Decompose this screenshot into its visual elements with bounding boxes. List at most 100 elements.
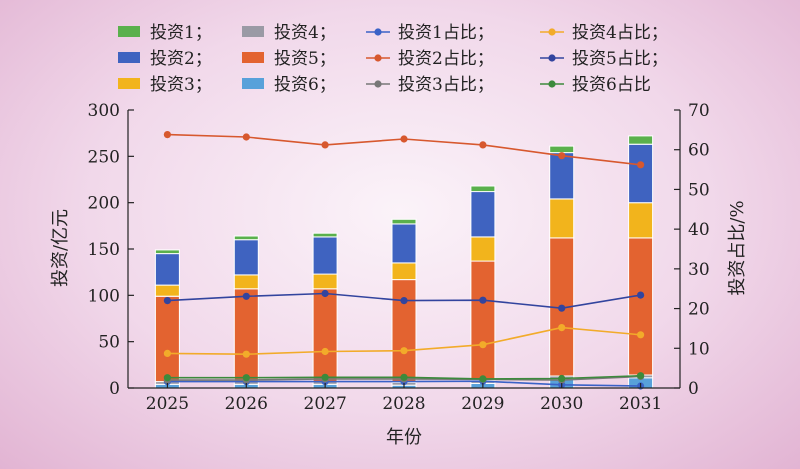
point-投资5占比-2026: [242, 292, 250, 300]
bar-投资2-2025: [154, 253, 180, 286]
legend-swatch-投资2: [118, 52, 140, 63]
bar-投资1-2027: [312, 232, 338, 238]
y-left-tick-label-50: 50: [98, 333, 120, 353]
legend-label-投资5: 投资5；: [274, 49, 336, 69]
bar-投资2-2030: [549, 152, 575, 200]
bar-投资3-2031: [628, 202, 654, 239]
point-投资5占比-2031: [637, 291, 645, 299]
y-left-tick-label-200: 200: [88, 194, 120, 214]
legend-marker-投资5占比: [548, 54, 556, 62]
bar-投资5-2029: [470, 260, 496, 381]
x-tick-label-2028: 2028: [382, 394, 425, 414]
legend-label-投资6占比: 投资6占比: [572, 75, 651, 95]
bar-投资2-2031: [628, 143, 654, 204]
legend-swatch-投资4: [242, 26, 264, 37]
y-right-tick-label-10: 10: [688, 339, 710, 359]
legend-label-投资2占比: 投资2占比；: [398, 49, 494, 69]
bar-投资3-2027: [312, 273, 338, 290]
legend-label-投资3占比: 投资3占比；: [398, 75, 494, 95]
point-投资4占比-2025: [163, 349, 171, 357]
bar-投资1-2026: [233, 235, 259, 241]
y-left-tick-label-150: 150: [88, 240, 120, 260]
y-left-tick-label-100: 100: [88, 286, 120, 306]
legend-label-投资3: 投资3；: [150, 75, 212, 95]
point-投资4占比-2030: [558, 324, 566, 332]
legend-marker-投资2占比: [374, 54, 382, 62]
point-投资4占比-2027: [321, 347, 329, 356]
bar-投资2-2027: [312, 236, 338, 275]
y-axis-title-right: 投资占比/%: [727, 200, 748, 295]
point-投资5占比-2025: [163, 297, 171, 305]
legend-swatch-投资1: [118, 26, 140, 37]
y-right-tick-label-20: 20: [688, 300, 710, 320]
legend-marker-投资6占比: [548, 80, 556, 88]
y-right-tick-label-70: 70: [688, 101, 710, 121]
point-投资5占比-2028: [400, 297, 408, 305]
point-投资5占比-2029: [479, 296, 487, 304]
point-投资6占比-2026: [242, 374, 250, 382]
point-投资2占比-2027: [321, 141, 329, 149]
bar-投资5-2027: [312, 288, 338, 382]
bar-投资3-2030: [549, 198, 575, 239]
y-right-tick-label-50: 50: [688, 180, 710, 200]
legend-label-投资4占比: 投资4占比；: [572, 23, 668, 43]
point-投资2占比-2030: [558, 152, 566, 160]
bar-投资1-2029: [470, 185, 496, 193]
point-投资4占比-2028: [400, 347, 408, 355]
x-tick-label-2026: 2026: [225, 394, 268, 414]
point-投资5占比-2027: [321, 289, 329, 298]
point-投资6占比-2027: [321, 373, 329, 381]
point-投资2占比-2031: [637, 161, 645, 169]
point-投资4占比-2029: [479, 341, 487, 349]
chart-legend: 投资1； 投资4； 投资1占比； 投资4占比； 投资2； 投资5； 投资2占比； 投资5占比；…: [118, 23, 668, 95]
legend-label-投资6: 投资6；: [274, 75, 336, 95]
bar-投资5-2031: [628, 237, 654, 376]
bar-投资1-2025: [154, 249, 180, 255]
y-left-tick-label-250: 250: [88, 147, 120, 167]
point-投资5占比-2030: [558, 304, 566, 312]
legend-label-投资2: 投资2；: [150, 49, 212, 69]
x-tick-label-2030: 2030: [540, 394, 583, 414]
point-投资6占比-2029: [479, 375, 487, 383]
legend-swatch-投资3: [118, 78, 140, 89]
bar-投资1-2030: [549, 145, 575, 154]
point-投资2占比-2026: [242, 133, 250, 141]
legend-label-投资1占比: 投资1占比；: [398, 23, 494, 43]
x-axis-title: 年份: [386, 427, 422, 448]
point-投资6占比-2025: [163, 374, 171, 382]
bar-投资3-2026: [233, 274, 259, 290]
bar-投资2-2028: [391, 223, 417, 264]
bar-投资5-2026: [233, 288, 259, 382]
point-投资6占比-2028: [400, 373, 408, 381]
y-right-tick-label-40: 40: [688, 220, 710, 240]
x-tick-label-2029: 2029: [461, 394, 504, 414]
point-投资4占比-2026: [242, 350, 250, 358]
x-tick-label-2027: 2027: [304, 394, 347, 414]
bar-投资5-2025: [154, 295, 180, 383]
legend-label-投资4: 投资4；: [274, 23, 336, 43]
legend-label-投资5占比: 投资5占比；: [572, 49, 668, 69]
y-left-tick-label-300: 300: [88, 101, 120, 121]
legend-swatch-投资5: [242, 52, 264, 63]
y-right-tick-label-60: 60: [688, 141, 710, 161]
legend-marker-投资1占比: [374, 28, 382, 36]
stacked-bars: [154, 135, 654, 389]
point-投资6占比-2031: [637, 372, 645, 380]
bar-投资2-2029: [470, 191, 496, 238]
y-right-tick-label-0: 0: [688, 379, 699, 399]
bar-投资3-2028: [391, 262, 417, 281]
legend-swatch-投资6: [242, 78, 264, 89]
bar-投资1-2028: [391, 218, 417, 225]
x-tick-label-2025: 2025: [146, 394, 189, 414]
point-投资2占比-2028: [400, 135, 408, 143]
bar-投资1-2031: [628, 135, 654, 145]
legend-marker-投资3占比: [374, 80, 382, 88]
y-right-tick-label-30: 30: [688, 260, 710, 280]
y-axis-title-left: 投资/亿元: [50, 209, 71, 287]
point-投资2占比-2029: [479, 141, 487, 149]
legend-label-投资1: 投资1；: [150, 23, 212, 43]
bar-投资3-2025: [154, 284, 180, 297]
legend-marker-投资4占比: [548, 28, 556, 36]
